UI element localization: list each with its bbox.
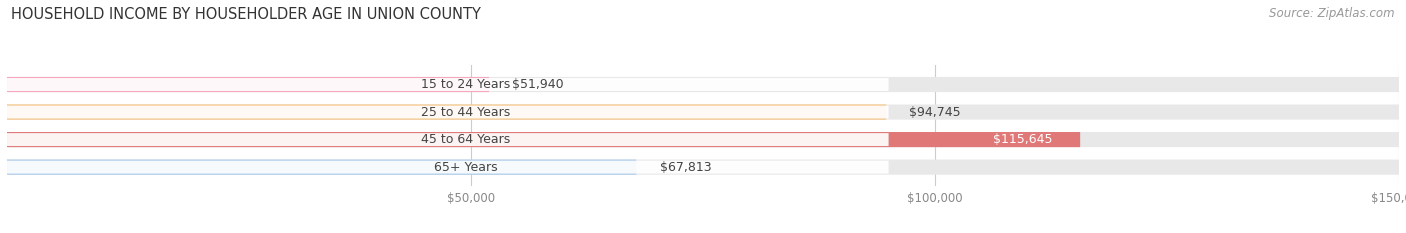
FancyBboxPatch shape: [7, 160, 637, 175]
Text: $94,745: $94,745: [910, 106, 962, 119]
FancyBboxPatch shape: [7, 160, 1399, 175]
FancyBboxPatch shape: [7, 104, 886, 120]
FancyBboxPatch shape: [7, 132, 1399, 147]
Text: 15 to 24 Years: 15 to 24 Years: [420, 78, 510, 91]
FancyBboxPatch shape: [7, 104, 1399, 120]
FancyBboxPatch shape: [7, 77, 489, 92]
FancyBboxPatch shape: [7, 78, 889, 91]
Text: 45 to 64 Years: 45 to 64 Years: [420, 133, 510, 146]
Text: HOUSEHOLD INCOME BY HOUSEHOLDER AGE IN UNION COUNTY: HOUSEHOLD INCOME BY HOUSEHOLDER AGE IN U…: [11, 7, 481, 22]
FancyBboxPatch shape: [7, 133, 889, 146]
Text: 25 to 44 Years: 25 to 44 Years: [420, 106, 510, 119]
FancyBboxPatch shape: [7, 161, 889, 174]
Text: $115,645: $115,645: [993, 133, 1052, 146]
Text: $51,940: $51,940: [512, 78, 564, 91]
Text: 65+ Years: 65+ Years: [433, 161, 498, 174]
FancyBboxPatch shape: [7, 77, 1399, 92]
FancyBboxPatch shape: [7, 106, 889, 119]
FancyBboxPatch shape: [7, 132, 1080, 147]
Text: Source: ZipAtlas.com: Source: ZipAtlas.com: [1270, 7, 1395, 20]
Text: $67,813: $67,813: [659, 161, 711, 174]
